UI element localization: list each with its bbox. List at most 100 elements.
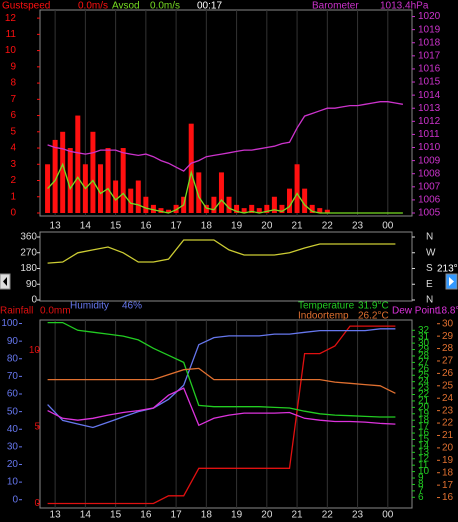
y-tick-label: 14 <box>418 441 430 452</box>
y-tick-label: 90 <box>7 336 19 347</box>
y-tick-label: 28 <box>442 343 454 354</box>
legend-value: 0.0m/s <box>150 1 180 12</box>
bar <box>75 115 81 213</box>
y-tick-label: 12 <box>5 13 17 24</box>
bar <box>113 180 119 213</box>
x-tick-label: 14 <box>80 510 92 521</box>
y-tick-label: 8 <box>10 78 16 89</box>
y-tick-label: 16 <box>418 428 430 439</box>
y-tick-label: 1014 <box>418 90 441 101</box>
bar <box>256 208 262 213</box>
legend-name: Humidity <box>70 301 109 312</box>
series-line <box>47 239 396 264</box>
legend-name: Rainfall <box>0 306 33 317</box>
legend-name: Avsod <box>112 1 140 12</box>
y-tick-label: 18 <box>418 415 430 426</box>
bar <box>128 188 134 213</box>
x-tick-label: 20 <box>261 510 273 521</box>
y-tick-label: 10 <box>7 477 19 488</box>
y-tick-label: 20 <box>442 443 454 454</box>
y-tick-label: 15 <box>418 434 430 445</box>
bar <box>173 204 179 213</box>
series-line <box>47 387 396 427</box>
x-tick-label: 15 <box>110 221 122 232</box>
y-tick-label: 5 <box>34 422 40 433</box>
x-tick-label: 21 <box>292 221 304 232</box>
y-tick-label: 13 <box>418 447 430 458</box>
current-time: 00:17 <box>197 1 222 12</box>
y-tick-label: 1010 <box>418 142 441 153</box>
y-tick-label: 1012 <box>418 116 441 127</box>
y-tick-label: 1020 <box>418 11 441 22</box>
y-tick-label: 1006 <box>418 195 441 206</box>
y-tick-label: 0 <box>31 295 37 306</box>
x-tick-label: 23 <box>352 221 364 232</box>
next-button[interactable] <box>445 273 458 290</box>
legend-value: 46% <box>122 301 142 312</box>
legend-value: 18.8°C <box>436 306 458 317</box>
y-tick-label: 7 <box>418 486 424 497</box>
x-tick-label: 19 <box>231 221 243 232</box>
y-tick-label: 1009 <box>418 155 441 166</box>
x-tick-label: 16 <box>140 221 152 232</box>
bar <box>302 188 308 213</box>
y-tick-label: 50 <box>7 406 19 417</box>
y-tick-label: 11 <box>6 29 17 40</box>
y-tick-label: 26 <box>442 368 454 379</box>
x-tick-label: 17 <box>171 510 183 521</box>
y-tick-label: 70 <box>7 371 19 382</box>
x-tick-label: 18 <box>201 510 213 521</box>
legend-value: 31.9°C <box>358 301 389 312</box>
series-line <box>47 101 404 172</box>
series-line <box>47 325 396 505</box>
bar <box>324 209 330 213</box>
bar <box>226 196 232 213</box>
y-tick-label: 0 <box>34 498 40 509</box>
y-tick-label: 20 <box>7 459 19 470</box>
arrow-right-icon[interactable] <box>449 277 454 286</box>
y-tick-label: 30 <box>418 338 430 349</box>
y-tick-label: 10 <box>418 466 430 477</box>
previous-button[interactable] <box>0 273 11 290</box>
y-tick-label: S <box>426 263 433 274</box>
bar <box>241 208 247 213</box>
legend-name: Indoortemp <box>298 311 349 322</box>
bar <box>150 204 156 213</box>
x-tick-label: 13 <box>50 510 62 521</box>
bar <box>52 139 58 213</box>
y-tick-label: 21 <box>442 430 454 441</box>
legend-value: 0.0mm <box>40 306 71 317</box>
y-tick-label: N <box>426 295 433 306</box>
bar <box>67 148 73 213</box>
x-tick-label: 20 <box>261 221 273 232</box>
bar <box>196 172 202 213</box>
y-tick-label: 17 <box>442 480 454 491</box>
bar <box>105 148 111 213</box>
bar <box>45 164 51 213</box>
y-tick-label: 0 <box>12 494 18 505</box>
bar <box>309 204 315 213</box>
series-line <box>47 367 396 394</box>
y-tick-label: 25 <box>442 380 454 391</box>
series-line <box>47 162 403 214</box>
y-tick-label: 60 <box>7 389 19 400</box>
y-tick-label: 26 <box>418 363 430 374</box>
y-tick-label: W <box>426 247 436 258</box>
arrow-left-icon[interactable] <box>3 277 7 286</box>
y-tick-label: 1019 <box>418 24 441 35</box>
y-tick-label: 90 <box>26 279 38 290</box>
y-tick-label: 1016 <box>418 64 441 75</box>
x-tick-label: 00 <box>382 221 394 232</box>
y-tick-label: 6 <box>418 492 424 503</box>
x-tick-label: 21 <box>292 510 304 521</box>
x-tick-label: 17 <box>171 221 183 232</box>
bar <box>249 204 255 213</box>
y-tick-label: 22 <box>418 389 430 400</box>
y-tick-label: 1008 <box>418 168 441 179</box>
wind-panel-frame <box>39 9 413 217</box>
y-tick-label: 21 <box>418 396 430 407</box>
bar <box>271 196 277 213</box>
y-tick-label: 30 <box>442 318 454 329</box>
